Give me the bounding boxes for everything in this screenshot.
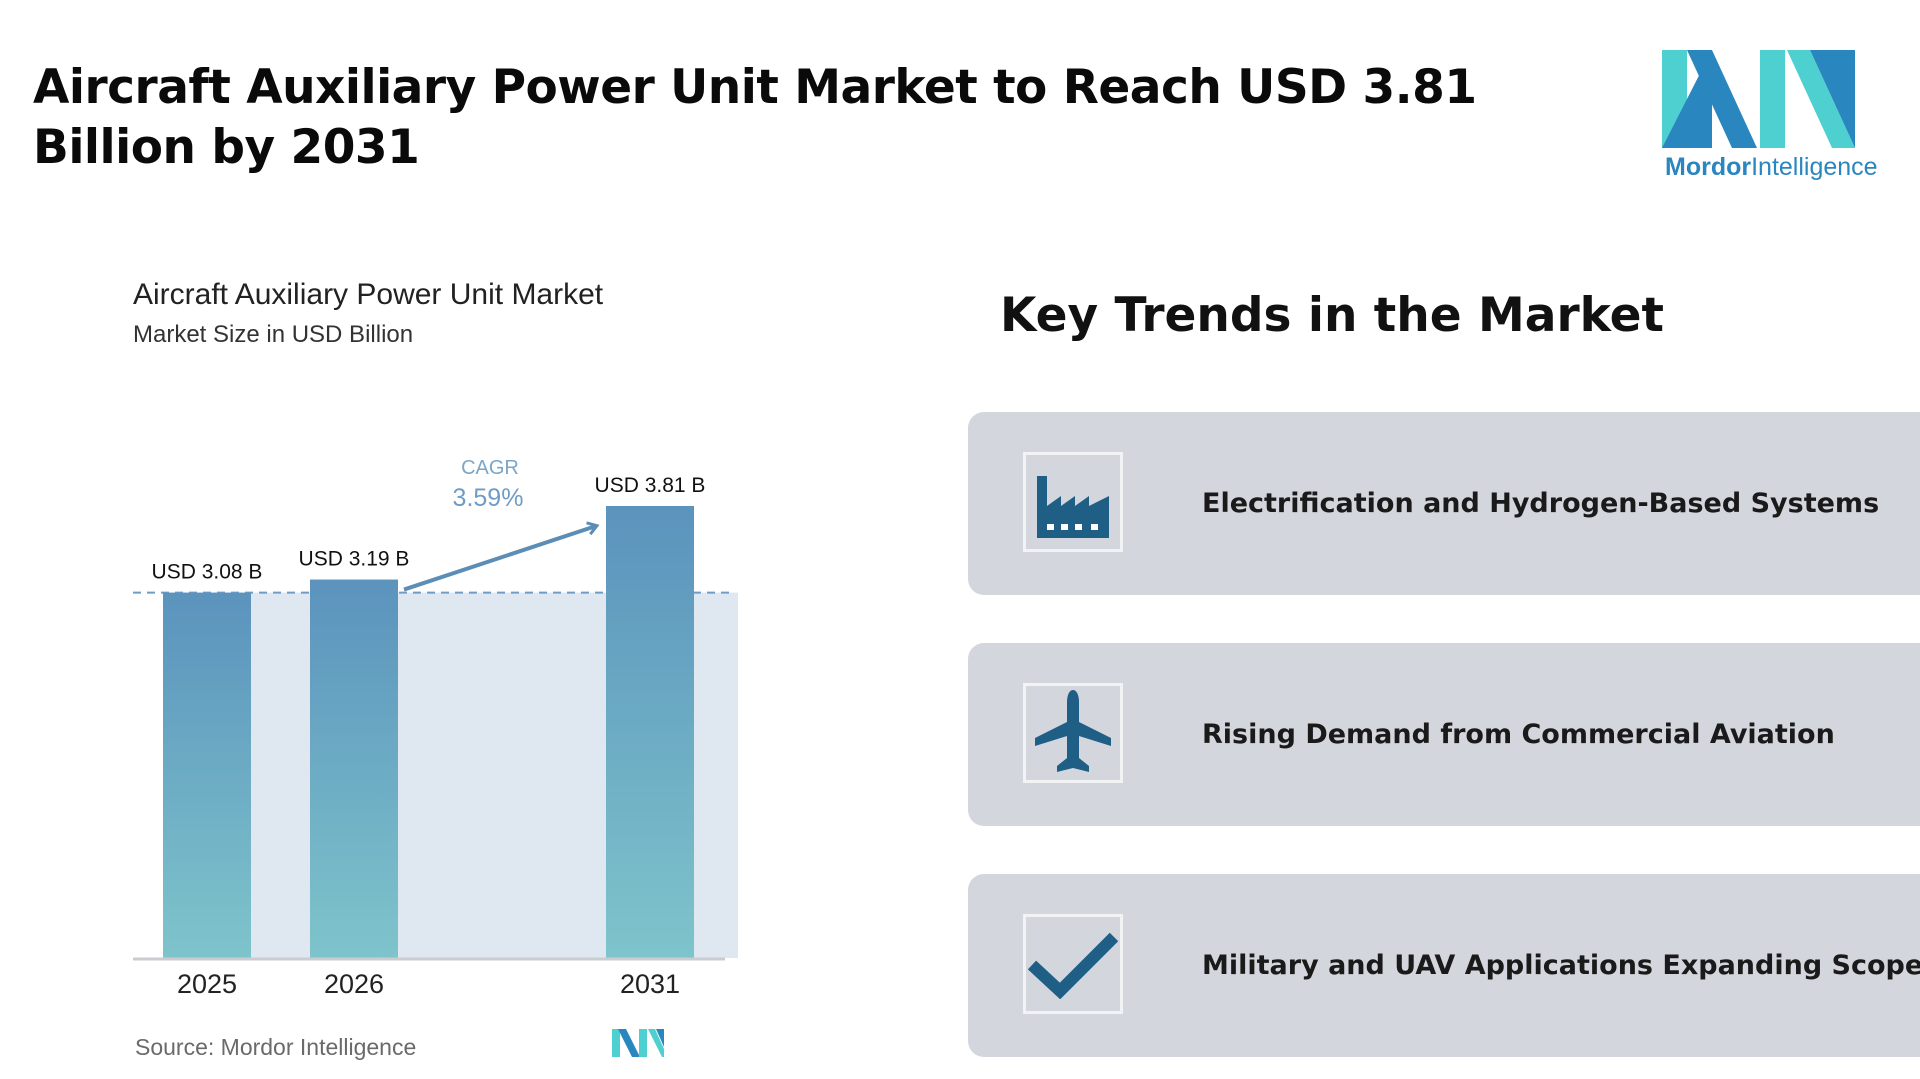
- cagr-label: CAGR: [461, 457, 519, 479]
- trend-icon-box: [1023, 914, 1123, 1014]
- x-tick-2031: 2031: [620, 969, 680, 999]
- data-label-2026: USD 3.19 B: [299, 548, 410, 571]
- data-label-2025: USD 3.08 B: [152, 561, 263, 584]
- chart-title: Aircraft Auxiliary Power Unit Market: [133, 278, 604, 311]
- trend-label: Electrification and Hydrogen-Based Syste…: [1202, 488, 1880, 519]
- trend-label: Rising Demand from Commercial Aviation: [1202, 719, 1835, 750]
- chart-subtitle: Market Size in USD Billion: [133, 321, 414, 348]
- bar-chart: USD 3.08 B 2025 USD 3.19 B 2026 USD 3.81 B 20…: [133, 457, 738, 999]
- logo-text-light: Intelligence: [1751, 153, 1878, 181]
- chart-source: Source: Mordor Intelligence: [135, 1034, 417, 1060]
- x-tick-2026: 2026: [324, 969, 384, 999]
- cagr-arrow: [403, 526, 596, 592]
- bar-2025: [163, 592, 251, 958]
- trends-title: Key Trends in the Market: [1000, 288, 1664, 343]
- cagr-value: 3.59%: [453, 484, 524, 512]
- logo-text-bold: Mordor: [1665, 153, 1752, 181]
- checkmark-icon: [1028, 932, 1118, 999]
- airplane-icon: [1035, 690, 1111, 772]
- trend-icon-box: [1023, 452, 1123, 552]
- factory-icon: [1037, 476, 1109, 538]
- bar-2031: [606, 506, 694, 958]
- trend-card-commercial-aviation: Rising Demand from Commercial Aviation: [968, 643, 1920, 826]
- trend-label: Military and UAV Applications Expanding …: [1202, 950, 1920, 981]
- trend-card-military-uav: Military and UAV Applications Expanding …: [968, 874, 1920, 1057]
- data-label-2031: USD 3.81 B: [595, 474, 706, 497]
- trend-card-electrification: Electrification and Hydrogen-Based Syste…: [968, 412, 1920, 595]
- mordor-intelligence-logo-icon: [1662, 50, 1855, 148]
- source-logo-icon: [612, 1029, 664, 1057]
- page-title: Aircraft Auxiliary Power Unit Market to …: [33, 60, 1477, 175]
- logo-wordmark: MordorIntelligence: [1665, 153, 1878, 182]
- bar-2026: [310, 579, 398, 958]
- trend-icon-box: [1023, 683, 1123, 783]
- x-tick-2025: 2025: [177, 969, 237, 999]
